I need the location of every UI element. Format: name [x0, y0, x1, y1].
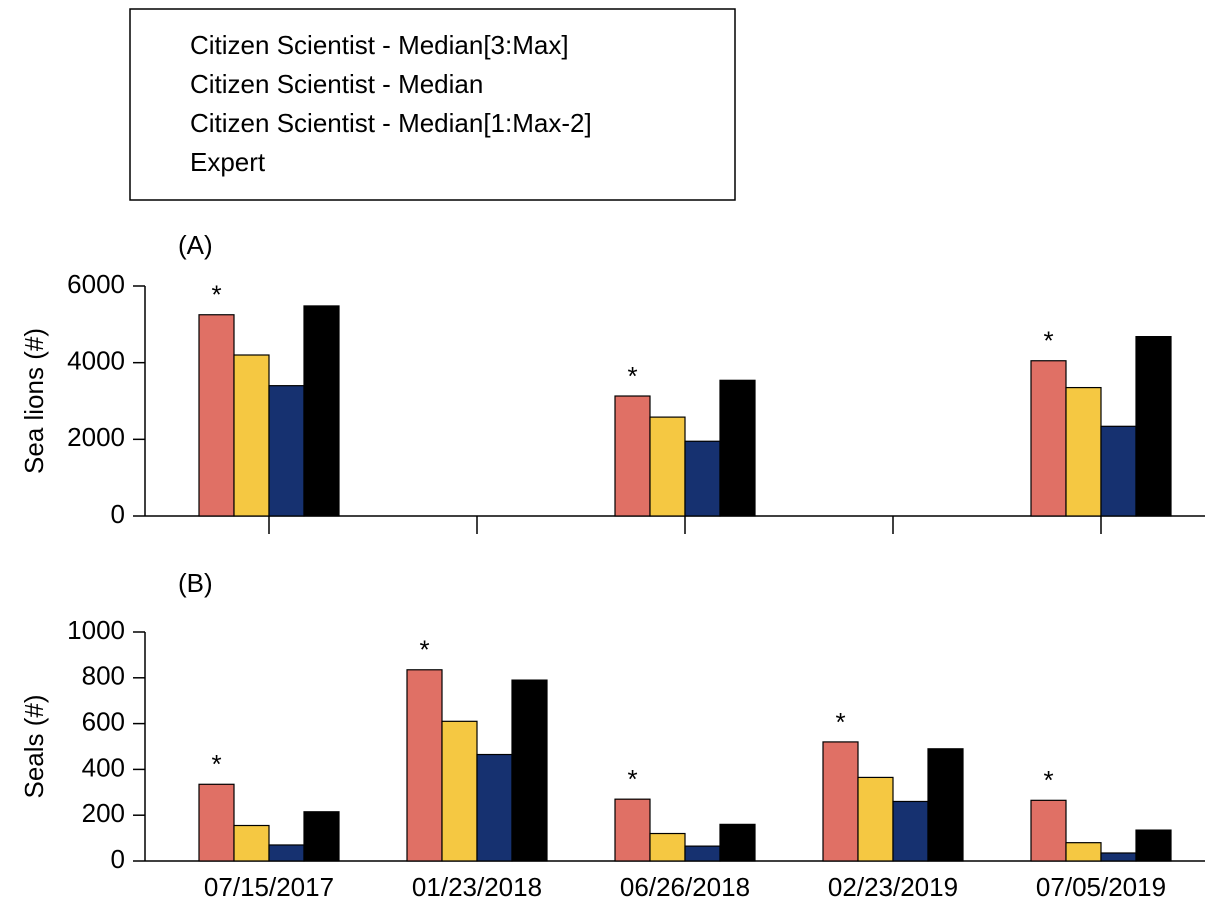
y-tick-label: 600	[82, 706, 125, 736]
legend-entry: Expert	[190, 147, 266, 177]
bar	[822, 741, 859, 862]
bar	[719, 379, 756, 517]
y-tick-label: 200	[82, 798, 125, 828]
y-tick-label: 0	[111, 499, 125, 529]
bar	[441, 720, 478, 862]
y-axis-label: Seals (#)	[19, 694, 49, 798]
bar	[198, 783, 235, 862]
bar	[1100, 852, 1137, 862]
annotation: *	[1043, 326, 1053, 356]
bar	[1030, 799, 1067, 862]
y-tick-label: 400	[82, 752, 125, 782]
bar	[649, 832, 686, 862]
bar	[233, 354, 270, 517]
x-tick-label: 07/15/2017	[204, 872, 334, 902]
y-tick-label: 2000	[67, 422, 125, 452]
annotation: *	[627, 764, 637, 794]
bar	[1030, 360, 1067, 517]
annotation: *	[419, 635, 429, 665]
bar	[268, 844, 305, 862]
x-tick-label: 02/23/2019	[828, 872, 958, 902]
bar	[303, 811, 340, 862]
annotation: *	[627, 361, 637, 391]
x-tick-label: 06/26/2018	[620, 872, 750, 902]
bar	[1065, 386, 1102, 517]
bar	[406, 669, 443, 862]
legend-entry: Citizen Scientist - Median	[190, 69, 483, 99]
bar	[614, 798, 651, 862]
y-tick-label: 0	[111, 844, 125, 874]
bar	[857, 776, 894, 862]
bar	[614, 395, 651, 517]
bar	[1065, 842, 1102, 862]
bar	[233, 824, 270, 862]
annotation: *	[1043, 765, 1053, 795]
annotation: *	[211, 280, 221, 310]
bar	[268, 385, 305, 517]
x-tick-label: 01/23/2018	[412, 872, 542, 902]
bar	[1135, 829, 1172, 862]
panel-title: (A)	[178, 230, 213, 260]
bar	[684, 440, 721, 517]
x-tick-label: 07/05/2019	[1036, 872, 1166, 902]
bar	[1135, 336, 1172, 517]
legend-box	[129, 8, 736, 201]
y-axis-label: Sea lions (#)	[19, 328, 49, 474]
y-tick-label: 800	[82, 661, 125, 691]
bar	[511, 679, 548, 862]
panel-title: (B)	[178, 568, 213, 598]
legend-entry: Citizen Scientist - Median[1:Max-2]	[190, 108, 592, 138]
legend-entry: Citizen Scientist - Median[3:Max]	[190, 30, 569, 60]
bar	[303, 305, 340, 517]
annotation: *	[211, 749, 221, 779]
y-tick-label: 6000	[67, 269, 125, 299]
bar	[892, 800, 929, 862]
y-tick-label: 4000	[67, 346, 125, 376]
bar	[1100, 425, 1137, 517]
bar	[476, 753, 513, 862]
bar	[649, 416, 686, 517]
bar	[684, 845, 721, 862]
bar	[927, 748, 964, 862]
y-tick-label: 1000	[67, 615, 125, 645]
bar	[719, 823, 756, 862]
bar	[198, 314, 235, 517]
annotation: *	[835, 707, 845, 737]
